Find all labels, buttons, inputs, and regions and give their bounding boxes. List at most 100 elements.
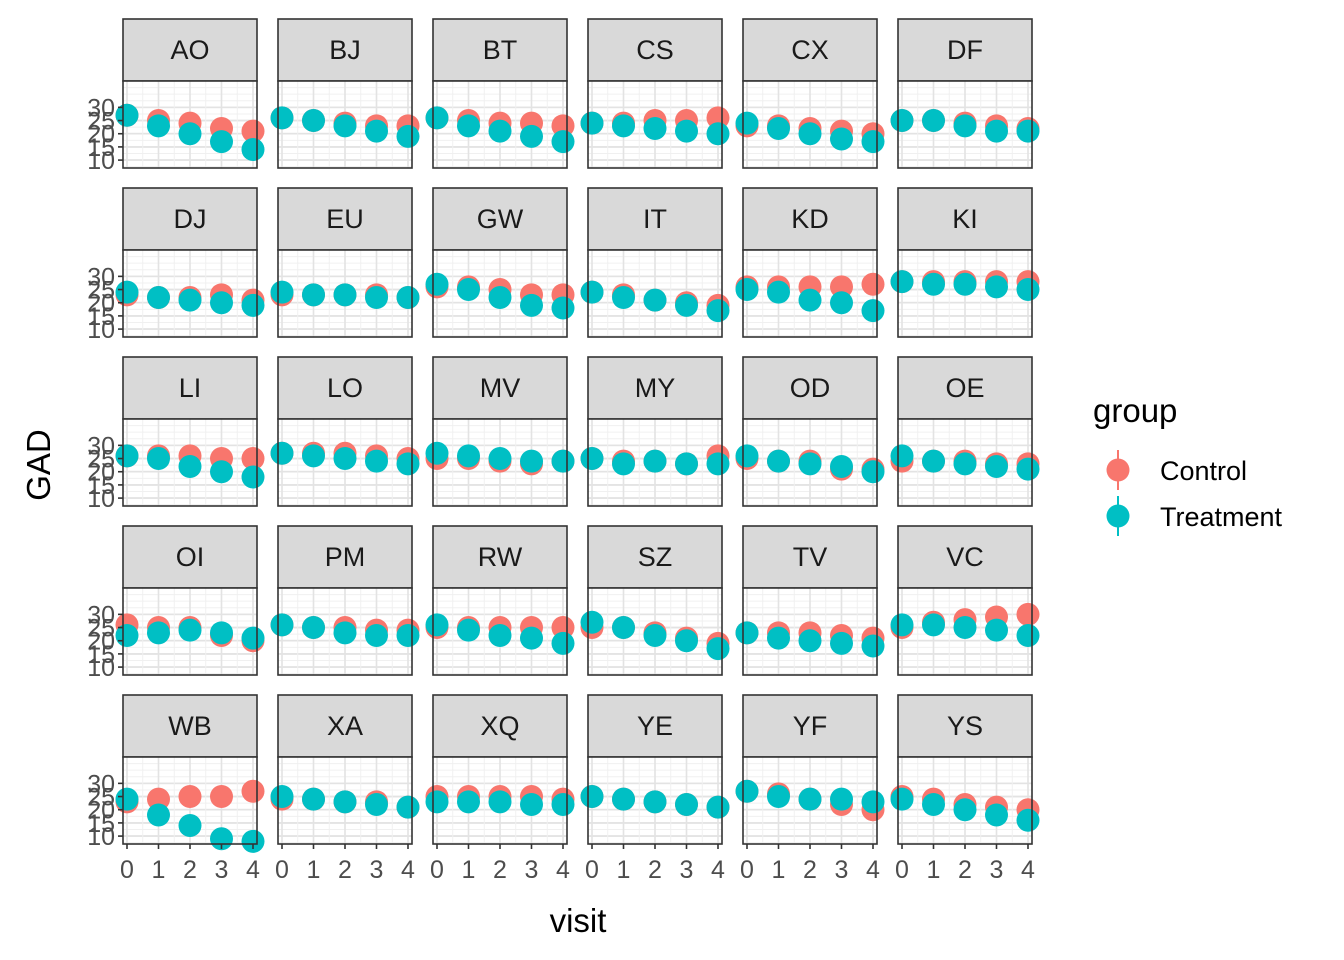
point-treatment	[861, 130, 885, 154]
series-treatment	[890, 787, 1040, 832]
facet-panel-my: MY	[580, 356, 730, 507]
point-treatment	[580, 610, 604, 634]
point-treatment	[457, 278, 480, 302]
panel-border	[587, 587, 723, 676]
gridlines	[278, 756, 412, 844]
panel-border	[432, 249, 568, 338]
point-control	[241, 779, 265, 803]
y-tick-label: 25	[87, 277, 115, 305]
strip-background	[432, 18, 568, 82]
point-treatment	[580, 785, 604, 809]
x-tick-label: 2	[338, 856, 352, 884]
point-treatment	[643, 790, 667, 814]
legend-label: Treatment	[1160, 502, 1283, 532]
gridlines	[123, 587, 257, 675]
point-treatment	[861, 634, 885, 658]
strip-label: MV	[480, 373, 521, 403]
facet-panel-bt: BT	[425, 18, 575, 169]
strip-background	[897, 525, 1033, 589]
strip-background	[587, 18, 723, 82]
series-treatment	[735, 278, 885, 323]
series-treatment	[115, 103, 265, 162]
point-treatment	[798, 288, 822, 312]
point-treatment	[178, 288, 202, 312]
series-treatment	[270, 613, 420, 647]
y-tick-label: 20	[87, 628, 115, 656]
facet-panel-cs: CS	[580, 18, 730, 169]
strip-label: VC	[946, 542, 984, 572]
point-treatment	[985, 454, 1008, 478]
strip-label: XQ	[480, 711, 519, 741]
x-tick-label: 0	[740, 856, 754, 884]
x-tick-label: 1	[617, 856, 631, 884]
point-treatment	[457, 790, 480, 814]
x-tick-label: 1	[927, 856, 941, 884]
y-tick-label: 25	[87, 615, 115, 643]
point-treatment	[767, 116, 790, 140]
x-tick-label: 4	[556, 856, 570, 884]
legend-key-point	[1106, 504, 1130, 528]
panel-border	[122, 80, 258, 169]
x-tick-label: 3	[680, 856, 694, 884]
x-tick-label: 3	[215, 856, 229, 884]
point-treatment	[735, 779, 759, 803]
panel-border	[122, 587, 258, 676]
x-tick-label: 0	[430, 856, 444, 884]
point-treatment	[302, 283, 325, 307]
facet-panel-lo: LO	[270, 356, 420, 507]
x-tick-label: 2	[648, 856, 662, 884]
facet-panel-mv: MV	[425, 356, 575, 507]
legend: group Control Treatment	[1093, 392, 1283, 536]
point-treatment	[270, 280, 294, 304]
x-tick-label: 1	[462, 856, 476, 884]
point-treatment	[488, 623, 512, 647]
panel-border	[277, 249, 413, 338]
strip-label: OD	[790, 373, 831, 403]
point-treatment	[302, 787, 325, 811]
point-treatment	[675, 119, 698, 143]
point-treatment	[798, 452, 822, 476]
axes: visit GAD	[20, 429, 606, 939]
point-treatment	[270, 106, 294, 130]
point-treatment	[396, 452, 420, 476]
strip-label: PM	[325, 542, 366, 572]
point-treatment	[333, 114, 357, 138]
facet-panel-df: DF	[890, 18, 1040, 169]
series-treatment	[270, 106, 420, 148]
strip-label: DJ	[174, 204, 207, 234]
point-control	[706, 106, 730, 130]
y-tick-label: 15	[87, 641, 115, 669]
facet-panel-kd: KD	[735, 187, 885, 338]
legend-key-point	[1106, 458, 1130, 482]
y-tick-label: 10	[87, 147, 115, 175]
point-treatment	[861, 299, 885, 323]
point-control	[241, 447, 265, 471]
point-treatment	[147, 803, 170, 827]
strip-label: RW	[478, 542, 523, 572]
y-tick-label: 25	[87, 108, 115, 136]
panel-border	[742, 587, 878, 676]
y-tick-label: 20	[87, 290, 115, 318]
point-treatment	[488, 447, 512, 471]
facet-panel-vc: VC	[890, 525, 1040, 676]
point-treatment	[425, 790, 449, 814]
strip-background	[122, 356, 258, 420]
gridlines	[588, 587, 722, 675]
point-treatment	[643, 623, 667, 647]
point-treatment	[425, 106, 449, 130]
point-treatment	[953, 272, 977, 296]
point-treatment	[241, 465, 265, 489]
point-treatment	[488, 285, 512, 309]
strip-background	[277, 187, 413, 251]
panel-border	[122, 418, 258, 507]
point-treatment	[333, 621, 357, 645]
y-tick-label: 15	[87, 810, 115, 838]
point-treatment	[890, 444, 914, 468]
series-treatment	[890, 270, 1040, 302]
gridlines	[743, 587, 877, 675]
series-treatment	[425, 106, 575, 154]
point-treatment	[210, 291, 233, 315]
series-treatment	[580, 610, 730, 661]
